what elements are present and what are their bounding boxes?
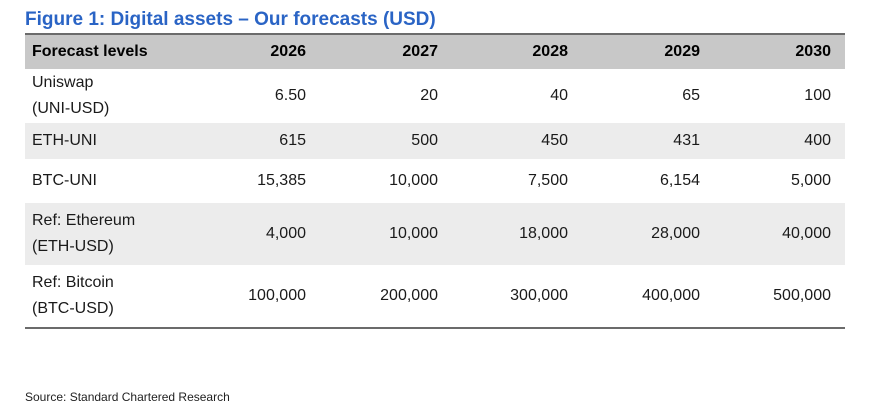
table-cell: 15,385 — [257, 172, 306, 189]
row-label: Uniswap (UNI-USD) — [25, 69, 205, 123]
row-label-line: (ETH-USD) — [32, 238, 114, 255]
table-cell: 10,000 — [389, 172, 438, 189]
column-header: 2028 — [452, 33, 582, 69]
table-cell: 7,500 — [527, 172, 568, 189]
table-cell: 500 — [320, 123, 452, 159]
table-cell: 100 — [804, 87, 831, 104]
figure-title: Figure 1: Digital assets – Our forecasts… — [25, 9, 436, 30]
table-cell: 5,000 — [790, 172, 831, 189]
table-row: Ref: Bitcoin (BTC-USD) 100,000 200,000 3… — [25, 265, 845, 329]
row-label: BTC-UNI — [25, 159, 205, 203]
table-cell: 500,000 — [714, 265, 845, 329]
table-row: Ref: Ethereum (ETH-USD) 4,000 10,000 18,… — [25, 203, 845, 265]
table-cell: 431 — [582, 123, 714, 159]
row-label-line: (UNI-USD) — [32, 100, 110, 117]
table-cell: 200,000 — [320, 265, 452, 329]
table-cell: 450 — [452, 123, 582, 159]
row-label-line: (BTC-USD) — [32, 300, 114, 317]
table-row: ETH-UNI 615 500 450 431 400 — [25, 123, 845, 159]
table-cell: 18,000 — [452, 203, 582, 265]
table-cell: 10,000 — [320, 203, 452, 265]
column-header: 2027 — [320, 33, 452, 69]
column-header: 2029 — [582, 33, 714, 69]
row-label: Ref: Ethereum (ETH-USD) — [25, 203, 205, 265]
row-label-line: ETH-UNI — [32, 132, 97, 149]
table-header-row: Forecast levels 2026 2027 2028 2029 2030 — [25, 33, 845, 69]
table-cell: 4,000 — [205, 203, 320, 265]
row-label: Ref: Bitcoin (BTC-USD) — [25, 265, 205, 329]
row-label-line: Ref: Ethereum — [32, 212, 136, 229]
table-cell: 40 — [550, 87, 568, 104]
table-cell: 300,000 — [452, 265, 582, 329]
column-header: 2026 — [205, 33, 320, 69]
row-label-line: Ref: Bitcoin — [32, 274, 114, 291]
table-cell: 65 — [682, 87, 700, 104]
table-cell: 100,000 — [205, 265, 320, 329]
table-cell: 6.50 — [274, 87, 306, 104]
table-cell: 400 — [714, 123, 845, 159]
row-label-line: BTC-UNI — [32, 172, 97, 189]
source-note: Source: Standard Chartered Research — [25, 390, 230, 404]
table-cell: 6,154 — [659, 172, 700, 189]
table-row: BTC-UNI 15,385 10,000 7,500 6,154 5,000 — [25, 159, 845, 203]
column-header: Forecast levels — [25, 33, 205, 69]
table-cell: 28,000 — [582, 203, 714, 265]
table-cell: 40,000 — [714, 203, 845, 265]
table-cell: 615 — [205, 123, 320, 159]
table-row: Uniswap (UNI-USD) 6.50 20 40 65 100 — [25, 69, 845, 123]
row-label: ETH-UNI — [25, 123, 205, 159]
column-header: 2030 — [714, 33, 845, 69]
table-cell: 20 — [420, 87, 438, 104]
forecast-table: Forecast levels 2026 2027 2028 2029 2030… — [25, 33, 845, 329]
table-cell: 400,000 — [582, 265, 714, 329]
row-label-line: Uniswap — [32, 74, 94, 91]
